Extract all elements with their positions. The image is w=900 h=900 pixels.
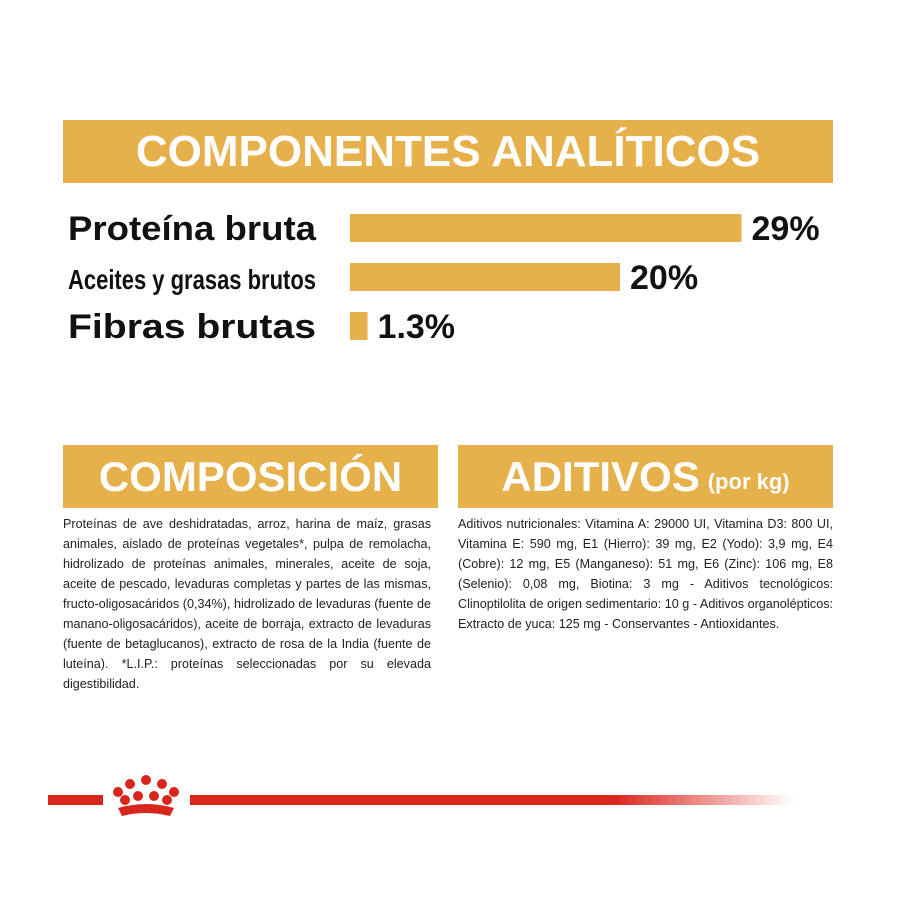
composition-text: Proteínas de ave deshidratadas, arroz, h…: [63, 517, 431, 691]
brand-line: [48, 775, 795, 816]
chart: Proteína bruta 29% Aceites y grasas brutos…: [68, 210, 820, 346]
value-label: 1.3%: [378, 308, 456, 346]
category-label: Proteína bruta: [68, 210, 317, 248]
bar: [350, 214, 742, 242]
composition-title: COMPOSICIÓN: [63, 445, 438, 508]
bar: [350, 312, 368, 340]
category-label: Aceites y grasas brutos: [68, 264, 316, 295]
crown-logo: [113, 775, 179, 816]
category-label: Fibras brutas: [68, 308, 316, 346]
additives-text: Aditivos nutricionales: Vitamina A: 2900…: [458, 517, 833, 631]
chart-title: COMPONENTES ANALÍTICOS: [63, 120, 833, 183]
additives-title: ADITIVOS: [501, 452, 700, 500]
bar: [350, 263, 620, 291]
additives-subtitle: (por kg): [707, 468, 790, 494]
value-label: 29%: [752, 210, 820, 248]
additives-header: ADITIVOS (por kg): [458, 445, 833, 508]
value-label: 20%: [630, 259, 698, 297]
line-left: [48, 795, 103, 805]
line-right: [190, 795, 795, 805]
